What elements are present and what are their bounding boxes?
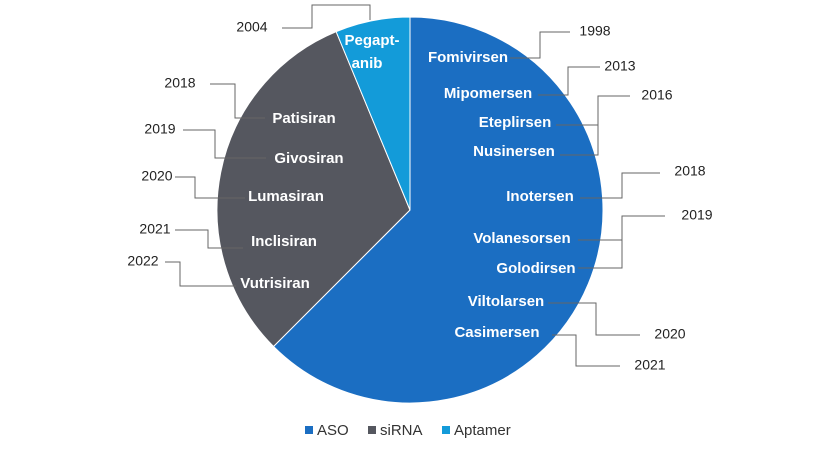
drug-name: Golodirsen (496, 260, 575, 277)
drug-name: Eteplirsen (479, 114, 552, 131)
year-label: 2019 (144, 121, 175, 137)
leader-line (175, 229, 243, 249)
year-label: 2004 (236, 19, 267, 35)
drug-name: Nusinersen (473, 143, 555, 160)
leader-line (552, 334, 620, 367)
drug-name: Mipomersen (444, 85, 532, 102)
pie-slice (216, 31, 411, 348)
drug-name: Volanesorsen (473, 230, 570, 247)
year-label: 2021 (139, 221, 170, 237)
leader-line (210, 83, 265, 119)
legend-swatch (368, 426, 376, 434)
legend-label: siRNA (380, 422, 423, 439)
year-label: 2013 (604, 58, 635, 74)
leader-line (578, 215, 665, 241)
pie-slice (272, 16, 604, 404)
year-label: 2020 (654, 326, 685, 342)
leader-line (510, 31, 570, 59)
leader-line (282, 4, 371, 29)
year-label: 2018 (164, 75, 195, 91)
drug-name: Inotersen (506, 188, 574, 205)
leader-line (560, 125, 599, 156)
legend-swatch (442, 426, 450, 434)
year-label: 2022 (127, 253, 158, 269)
leader-line (556, 95, 630, 126)
year-label: 2020 (141, 168, 172, 184)
drug-name: Vutrisiran (240, 275, 309, 292)
leader-line (165, 261, 236, 287)
drug-name: Viltolarsen (468, 293, 544, 310)
drug-name: Patisiran (272, 110, 335, 127)
drug-name: anib (352, 55, 383, 72)
year-label: 2016 (641, 87, 672, 103)
leader-line (183, 129, 266, 159)
legend-label: ASO (317, 422, 349, 439)
legend-label: Aptamer (454, 422, 511, 439)
leader-line (548, 302, 640, 336)
year-label: 2018 (674, 163, 705, 179)
leader-line (578, 240, 623, 269)
pie-slice (335, 16, 411, 211)
legend-swatch (305, 426, 313, 434)
drug-name: Fomivirsen (428, 49, 508, 66)
drug-name: Inclisiran (251, 233, 317, 250)
drug-name: Lumasiran (248, 188, 324, 205)
leader-line (580, 172, 660, 199)
leader-line (175, 176, 245, 199)
drug-name: Pegapt- (344, 32, 399, 49)
year-label: 1998 (579, 23, 610, 39)
year-label: 2019 (681, 207, 712, 223)
drug-name: Casimersen (454, 324, 539, 341)
drug-name: Givosiran (274, 150, 343, 167)
leader-line (538, 66, 600, 96)
year-label: 2021 (634, 357, 665, 373)
